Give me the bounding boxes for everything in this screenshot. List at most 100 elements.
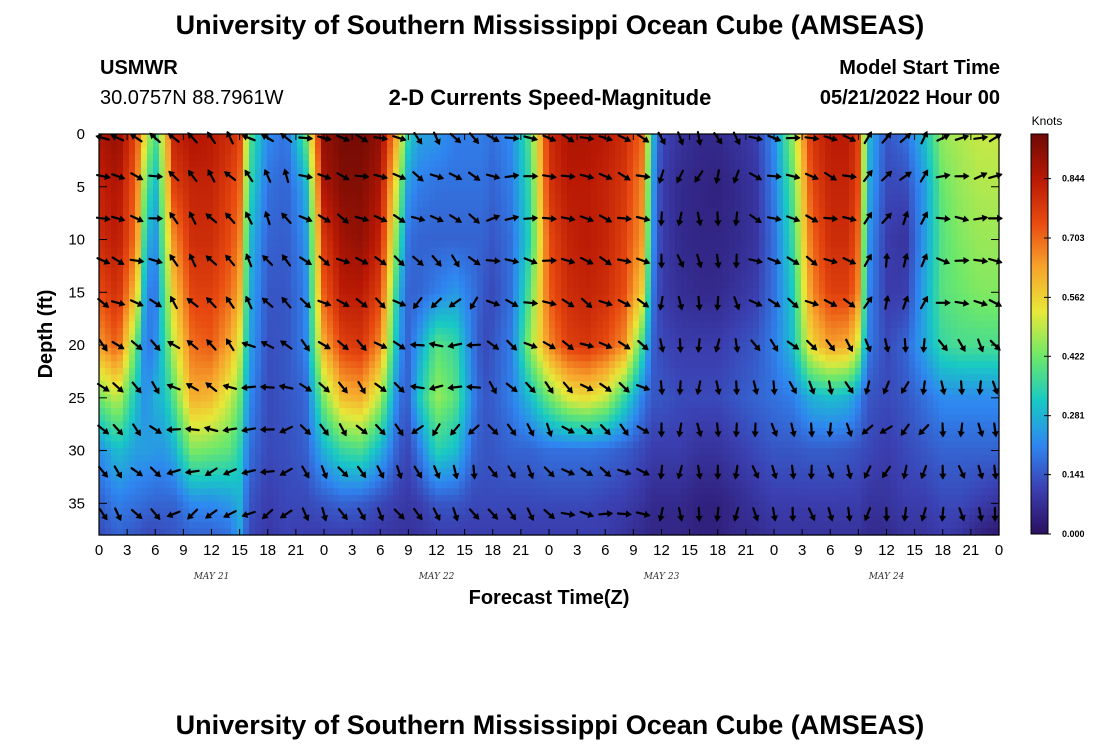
heatmap-cell: [525, 140, 532, 148]
heatmap-cell: [405, 207, 412, 215]
heatmap-cell: [411, 354, 418, 362]
heatmap-cell: [273, 247, 280, 255]
heatmap-cell: [201, 301, 208, 309]
heatmap-cell: [255, 408, 262, 416]
heatmap-cell: [351, 207, 358, 215]
heatmap-cell: [165, 180, 172, 189]
heatmap-cell: [471, 448, 478, 456]
heatmap-cell: [153, 488, 160, 496]
heatmap-cell: [285, 180, 292, 189]
heatmap-cell: [471, 240, 478, 249]
heatmap-cell: [351, 147, 358, 155]
heatmap-cell: [327, 294, 334, 302]
heatmap-cell: [429, 200, 436, 209]
heatmap-cell: [105, 294, 112, 302]
heatmap-cell: [309, 287, 316, 295]
heatmap-cell: [303, 401, 310, 409]
heatmap-cell: [285, 347, 292, 356]
heatmap-cell: [153, 187, 160, 195]
heatmap-cell: [477, 468, 484, 476]
heatmap-cell: [363, 227, 370, 235]
heatmap-cell: [177, 160, 184, 169]
heatmap-cell: [231, 434, 238, 443]
heatmap-cell: [333, 334, 340, 342]
heatmap-cell: [489, 408, 496, 416]
heatmap-cell: [195, 347, 202, 356]
heatmap-cell: [105, 428, 112, 436]
heatmap-cell: [387, 381, 394, 389]
heatmap-cell: [453, 227, 460, 235]
heatmap-cell: [495, 448, 502, 456]
heatmap-cell: [525, 294, 532, 302]
heatmap-cell: [309, 247, 316, 255]
heatmap-cell: [249, 200, 256, 209]
heatmap-cell: [123, 260, 130, 269]
heatmap-cell: [441, 194, 448, 202]
heatmap-cell: [495, 307, 502, 316]
heatmap-cell: [345, 307, 352, 316]
heatmap-cell: [519, 227, 526, 235]
heatmap-cell: [369, 381, 376, 389]
heatmap-cell: [459, 488, 466, 496]
heatmap-cell: [309, 421, 316, 429]
heatmap-cell: [381, 414, 388, 422]
heatmap-cell: [369, 214, 376, 222]
heatmap-cell: [225, 374, 232, 382]
heatmap-cell: [573, 374, 580, 382]
heatmap-cell: [111, 247, 118, 255]
heatmap-cell: [225, 287, 232, 295]
heatmap-cell: [159, 327, 166, 336]
heatmap-cell: [99, 160, 106, 169]
heatmap-cell: [405, 334, 412, 342]
heatmap-cell: [543, 140, 550, 148]
heatmap-cell: [507, 220, 514, 229]
heatmap-cell: [147, 307, 154, 316]
heatmap-cell: [525, 488, 532, 496]
heatmap-cell: [405, 508, 412, 516]
heatmap-cell: [573, 494, 580, 503]
heatmap-cell: [207, 474, 214, 483]
heatmap-cell: [129, 461, 136, 469]
heatmap-cell: [405, 347, 412, 356]
heatmap-cell: [117, 441, 124, 449]
heatmap-cell: [399, 441, 406, 449]
heatmap-cell: [417, 494, 424, 503]
heatmap-cell: [543, 434, 550, 443]
heatmap-cell: [327, 234, 334, 242]
heatmap-cell: [117, 274, 124, 282]
heatmap-cell: [255, 214, 262, 222]
heatmap-cell: [159, 140, 166, 148]
heatmap-cell: [303, 421, 310, 429]
heatmap-cell: [129, 174, 136, 182]
heatmap-cell: [351, 180, 358, 189]
heatmap-cell: [459, 501, 466, 509]
heatmap-cell: [117, 247, 124, 255]
heatmap-cell: [255, 367, 262, 376]
heatmap-cell: [579, 428, 586, 436]
heatmap-cell: [579, 301, 586, 309]
heatmap-cell: [363, 448, 370, 456]
heatmap-cell: [105, 434, 112, 443]
heatmap-cell: [159, 394, 166, 402]
heatmap-cell: [111, 187, 118, 195]
heatmap-cell: [141, 514, 148, 523]
heatmap-cell: [147, 194, 154, 202]
heatmap-cell: [309, 508, 316, 516]
heatmap-cell: [363, 281, 370, 289]
heatmap-cell: [447, 160, 454, 169]
heatmap-cell: [255, 140, 262, 148]
heatmap-cell: [597, 147, 604, 155]
heatmap-cell: [231, 374, 238, 382]
heatmap-cell: [483, 240, 490, 249]
heatmap-cell: [357, 254, 364, 262]
heatmap-cell: [249, 528, 256, 536]
heatmap-cell: [123, 521, 130, 529]
heatmap-cell: [165, 387, 172, 396]
heatmap-cell: [327, 501, 334, 509]
heatmap-cell: [147, 341, 154, 349]
heatmap-cell: [159, 528, 166, 536]
heatmap-cell: [543, 247, 550, 255]
heatmap-cell: [513, 314, 520, 322]
heatmap-cell: [573, 207, 580, 215]
heatmap-cell: [561, 387, 568, 396]
